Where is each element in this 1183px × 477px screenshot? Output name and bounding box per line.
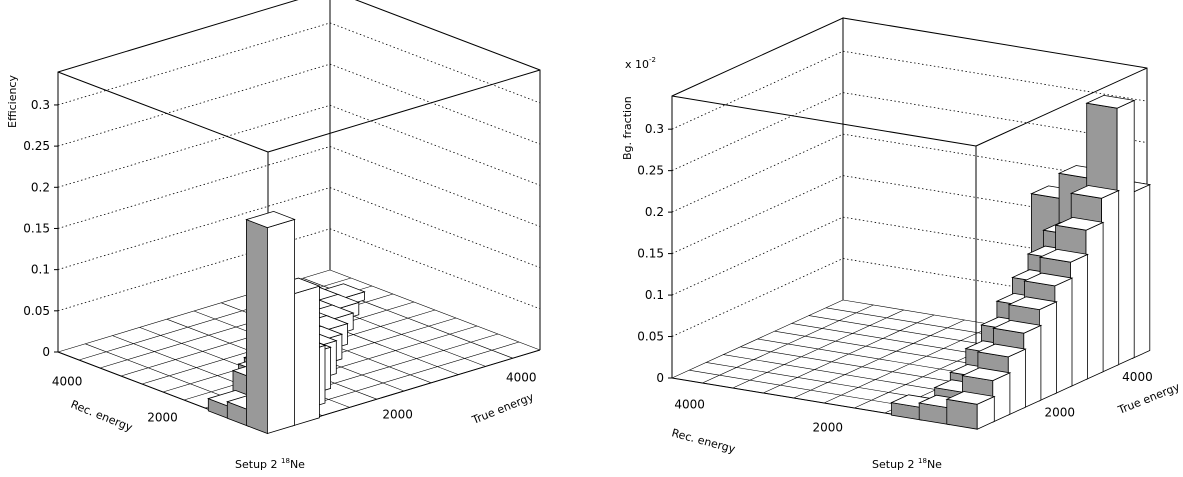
y-axis-label: Rec. energy — [670, 426, 737, 456]
bar-top — [1069, 185, 1121, 199]
floor-line — [823, 324, 996, 404]
z-tick-label: 0.15 — [23, 221, 50, 235]
bar-side — [1070, 253, 1088, 388]
x-tick-label: 2000 — [382, 408, 413, 422]
z-tick-label: 0.2 — [31, 180, 50, 194]
bar-side — [992, 372, 1011, 423]
x-axis-label: True energy — [469, 390, 536, 427]
x-tick-label: 4000 — [506, 370, 537, 384]
y-tick-labels: 2000 4000 — [52, 374, 178, 424]
bars — [890, 94, 1152, 430]
back-wall-left — [671, 17, 844, 378]
floor-line — [671, 299, 844, 379]
bar-top — [1038, 248, 1089, 263]
caption: Setup 2 18Ne — [872, 457, 942, 471]
x-tick-labels: 2000 4000 — [382, 370, 536, 421]
z-gridline — [671, 50, 1148, 130]
bar — [245, 210, 296, 435]
z-gridline — [57, 228, 541, 312]
z-tick-label: 0.2 — [645, 205, 664, 219]
z-gridline — [57, 187, 541, 270]
bar-side — [1007, 348, 1026, 416]
bar-side-shaded — [245, 219, 268, 435]
bar-top — [1023, 272, 1074, 287]
y-tick-label: 4000 — [52, 374, 83, 388]
floor-line — [732, 309, 904, 389]
z-tick-label: 0.1 — [645, 288, 664, 302]
caption: Setup 2 18Ne — [235, 457, 305, 471]
efficiency-lego-plot: 0 0.05 0.1 0.15 0.2 0.25 0.3 2000 4000 2000 4000… — [6, 0, 541, 471]
x-axis-label: True energy — [1115, 380, 1182, 417]
z-gridline — [57, 146, 541, 229]
z-gridline — [671, 92, 1148, 171]
y-axis-label: Rec. energy — [69, 398, 135, 435]
bar-side — [1101, 189, 1120, 374]
bar-top — [976, 343, 1027, 358]
z-tick-label: 0.3 — [645, 122, 664, 136]
z-tick-label: 0 — [42, 345, 50, 359]
z-tick-label: 0.05 — [23, 304, 50, 318]
z-tick-label: 0.25 — [637, 164, 664, 178]
floor-line — [763, 314, 935, 394]
z-tick-labels: 0 0.05 0.1 0.15 0.2 0.25 0.3 — [23, 98, 50, 359]
z-gridline — [57, 22, 541, 106]
gridlines — [54, 22, 541, 353]
bar — [945, 391, 996, 430]
bg-fraction-lego-plot: 0 0.05 0.1 0.15 0.2 0.25 0.3 2000 4000 2000 4000… — [621, 17, 1182, 471]
bar-side — [1116, 99, 1135, 366]
y-tick-labels: 2000 4000 — [674, 398, 843, 435]
bar-side — [1023, 324, 1042, 409]
x-tick-label: 2000 — [1044, 406, 1075, 420]
y-tick-label: 4000 — [674, 398, 705, 412]
top-edge-right — [975, 67, 1148, 147]
bar-side — [291, 285, 320, 427]
x-tick-label: 4000 — [1122, 370, 1153, 384]
bar-top — [992, 319, 1043, 334]
bar-top — [945, 391, 996, 405]
z-axis-label: Efficiency — [6, 75, 19, 128]
x-tick-labels: 2000 4000 — [1044, 370, 1152, 419]
z-tick-label: 0.15 — [637, 247, 664, 261]
floor-line — [793, 319, 965, 399]
back-wall-right — [329, 0, 541, 350]
z-axis-label: Bg. fraction — [621, 96, 634, 160]
bar-side — [1039, 301, 1057, 402]
top-edge-left — [57, 71, 269, 153]
bar-side — [1054, 277, 1073, 395]
bar-side — [1132, 183, 1151, 359]
top-edge-right — [267, 69, 541, 153]
top-edge-left — [671, 95, 977, 147]
y-tick-label: 2000 — [813, 420, 844, 434]
bars — [207, 210, 366, 435]
z-gridline — [671, 133, 1148, 213]
z-gridline — [57, 63, 541, 147]
bar-top — [1085, 94, 1136, 109]
y-tick-label: 2000 — [147, 411, 178, 425]
z-tick-label: 0 — [656, 371, 664, 385]
bar-top — [245, 210, 296, 229]
z-tick-label: 0.1 — [31, 263, 50, 277]
bar-top — [1054, 216, 1105, 231]
bar-top — [961, 367, 1012, 382]
bar-side — [1085, 221, 1104, 381]
z-gridline — [57, 104, 541, 188]
z-tick-label: 0.05 — [637, 330, 664, 344]
bar-side — [266, 218, 296, 435]
bar-top — [1007, 296, 1058, 311]
z-multiplier: x 10-2 — [625, 56, 656, 71]
floor-line — [702, 304, 874, 384]
z-tick-label: 0.3 — [31, 98, 50, 112]
z-tick-labels: 0 0.05 0.1 0.15 0.2 0.25 0.3 — [637, 122, 664, 385]
floor-line — [329, 269, 541, 351]
z-tick-label: 0.25 — [23, 139, 50, 153]
